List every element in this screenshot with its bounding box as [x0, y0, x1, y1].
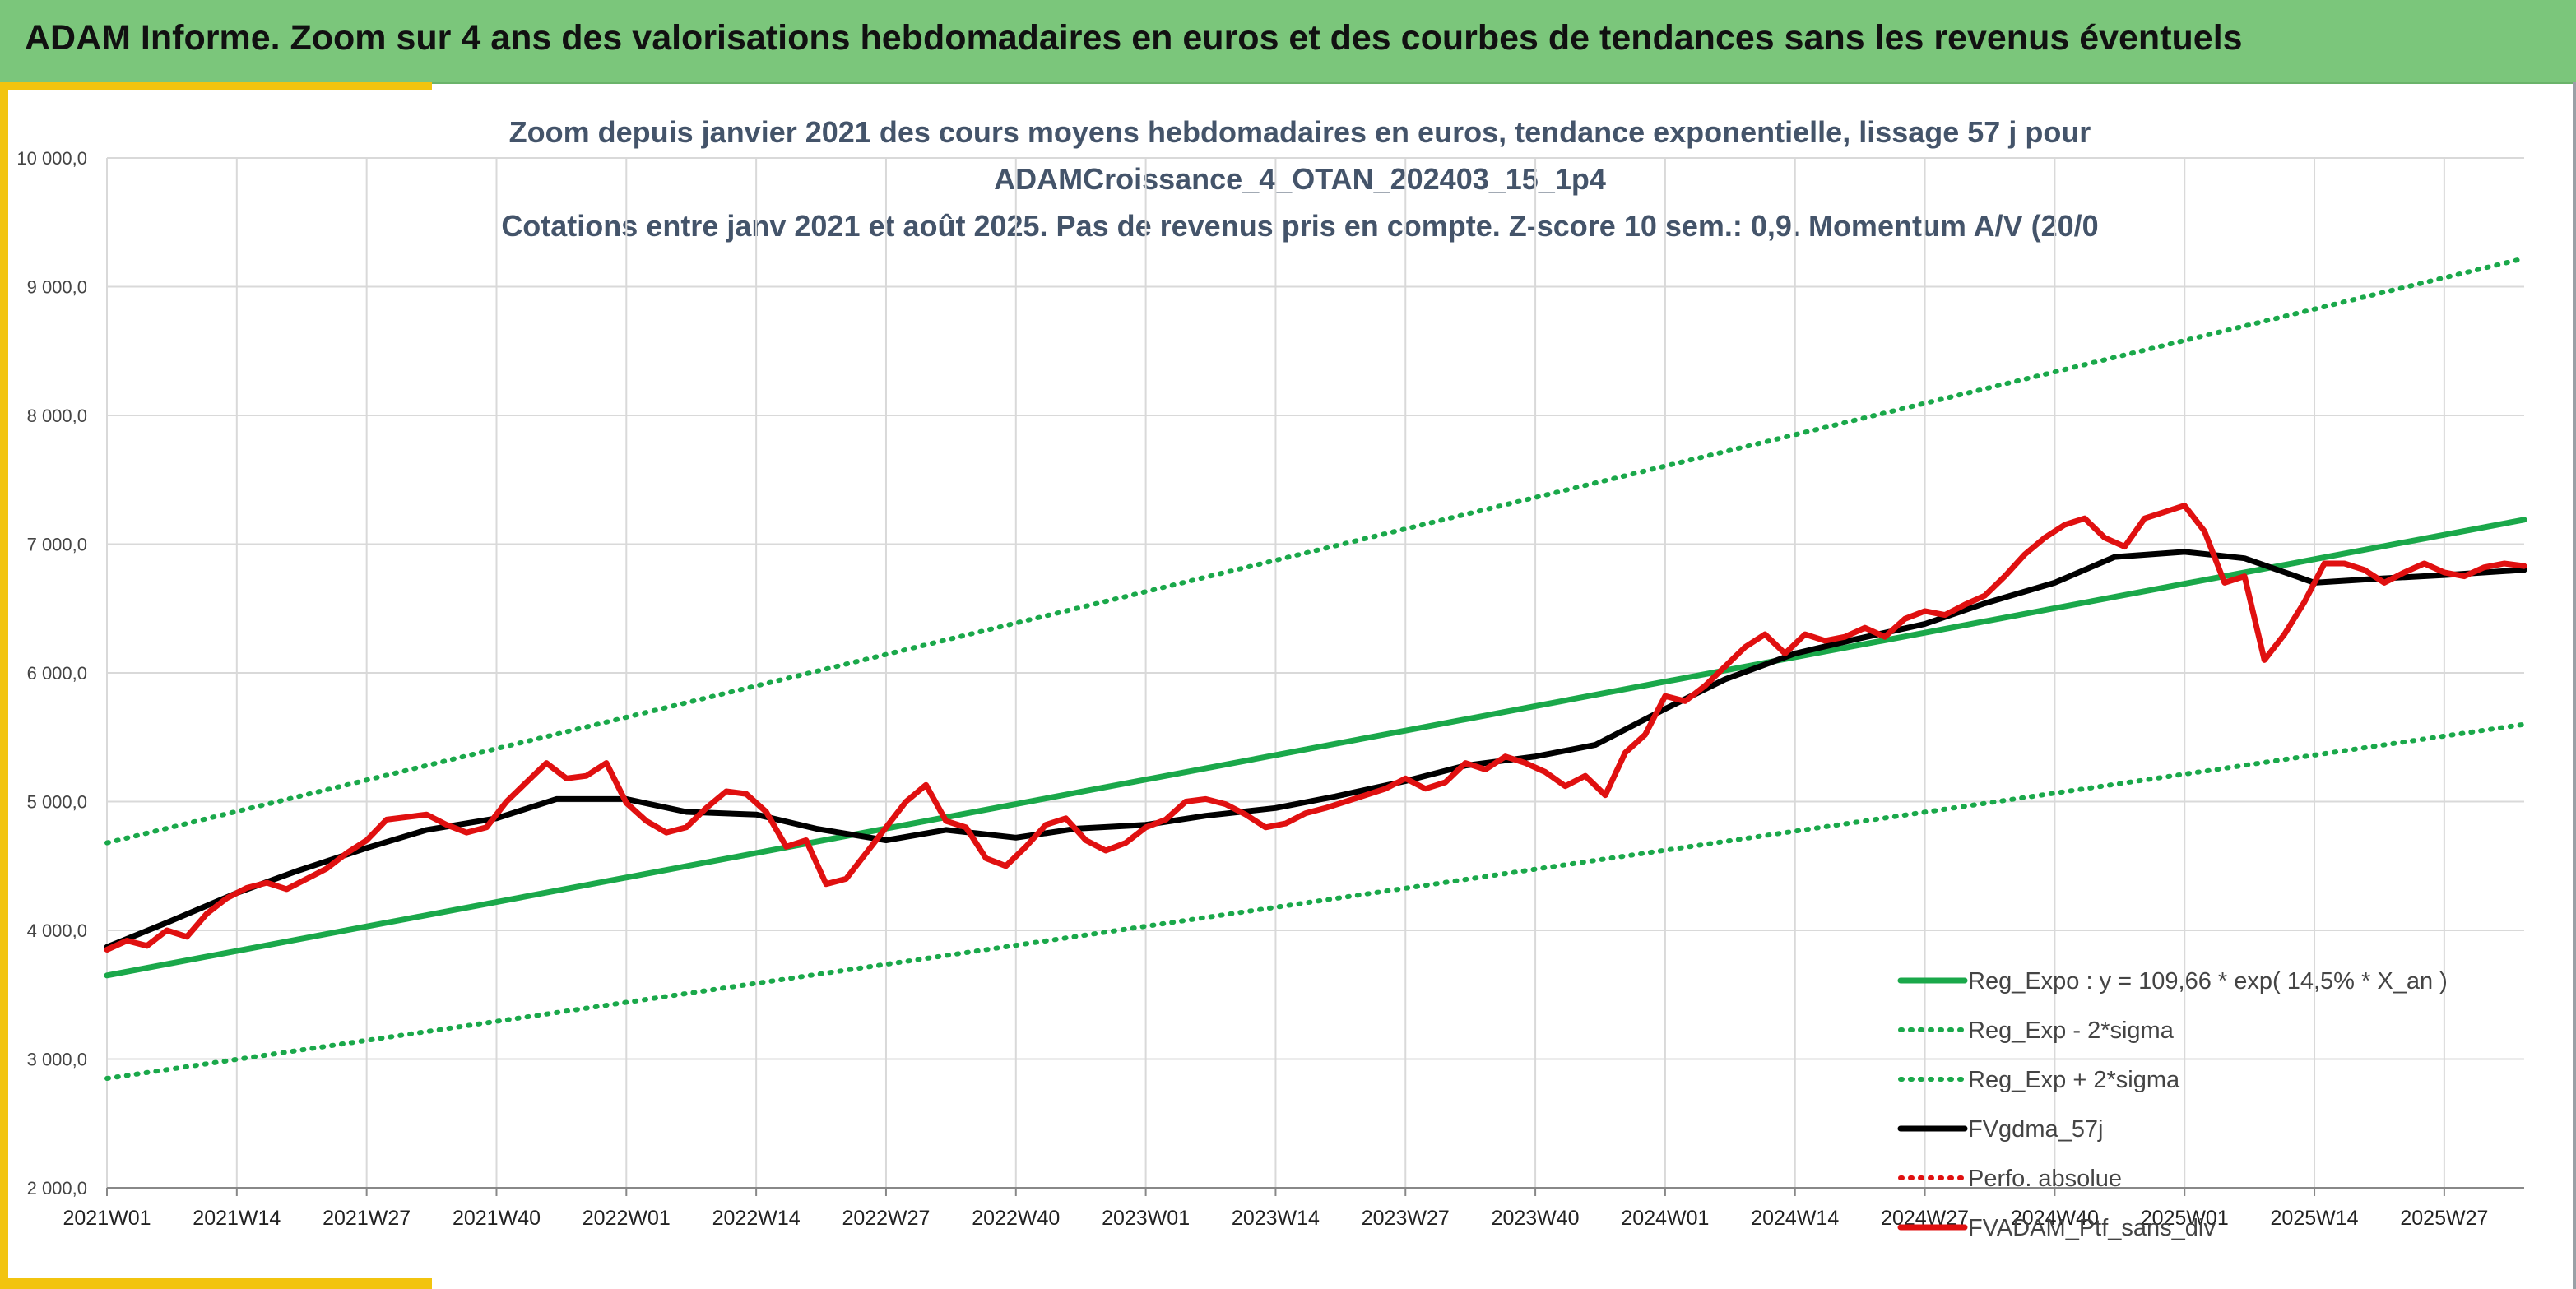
- banner-title: ADAM Informe. Zoom sur 4 ans des valoris…: [25, 18, 2243, 58]
- x-tick-label: 2022W40: [972, 1207, 1060, 1230]
- grid: [106, 157, 2524, 1189]
- accent-stripe-bottom: [0, 1278, 432, 1289]
- x-tick-label: 2024W14: [1751, 1207, 1839, 1230]
- y-tick-label: 2 000,0: [27, 1178, 87, 1199]
- series-line-1: [104, 721, 2527, 1081]
- x-tick-label: 2023W40: [1492, 1207, 1580, 1230]
- x-tick-label: 2024W01: [1621, 1207, 1709, 1230]
- chart-title: Zoom depuis janvier 2021 des cours moyen…: [501, 115, 2098, 243]
- series-line-3: [104, 549, 2527, 950]
- x-tick-label: 2022W14: [712, 1207, 801, 1230]
- y-tick-label: 10 000,0: [16, 148, 87, 169]
- chart-svg: Zoom depuis janvier 2021 des cours moyen…: [16, 115, 2527, 1241]
- x-tick-label: 2023W27: [1362, 1207, 1450, 1230]
- x-tick-label: 2023W14: [1232, 1207, 1320, 1230]
- y-tick-label: 4 000,0: [27, 920, 87, 941]
- title-banner: ADAM Informe. Zoom sur 4 ans des valoris…: [0, 0, 2576, 84]
- legend-label: FVgdma_57j: [1968, 1116, 2103, 1143]
- y-tick-label: 3 000,0: [27, 1050, 87, 1070]
- x-tick-label: 2021W27: [323, 1207, 411, 1230]
- legend-label: Perfo. absolue: [1968, 1166, 2122, 1192]
- y-tick-label: 9 000,0: [27, 277, 87, 298]
- x-tick-label: 2022W01: [583, 1207, 671, 1230]
- y-tick-label: 7 000,0: [27, 535, 87, 555]
- chart-title-line-1: Zoom depuis janvier 2021 des cours moyen…: [509, 115, 2091, 149]
- x-tick-label: 2025W01: [2141, 1207, 2229, 1230]
- x-tick-label: 2024W40: [2011, 1207, 2099, 1230]
- x-tick-label: 2021W40: [453, 1207, 541, 1230]
- x-tick-label: 2025W27: [2400, 1207, 2488, 1230]
- x-tick-label: 2022W27: [842, 1207, 930, 1230]
- legend-label: Reg_Expo : y = 109,66 * exp( 14,5% * X_a…: [1968, 968, 2448, 995]
- frame-border-right: [2573, 82, 2576, 1289]
- accent-stripe-top: [0, 82, 432, 90]
- series-line-0: [104, 517, 2527, 979]
- x-tick-label: 2023W01: [1102, 1207, 1190, 1230]
- x-tick-label: 2021W14: [193, 1207, 281, 1230]
- x-tick-label: 2021W01: [63, 1207, 151, 1230]
- y-tick-label: 5 000,0: [27, 792, 87, 813]
- series-line-5: [104, 503, 2527, 953]
- legend-label: FVADAM_Ptf_sans_div: [1968, 1215, 2216, 1241]
- chart-title-line-3: Cotations entre janv 2021 et août 2025. …: [501, 209, 2098, 243]
- y-tick-label: 6 000,0: [27, 663, 87, 684]
- accent-stripe-left: [0, 82, 8, 1289]
- chart-title-line-2: ADAMCroissance_4_OTAN_202403_15_1p4: [994, 162, 1606, 196]
- y-tick-label: 8 000,0: [27, 406, 87, 426]
- x-tick-label: 2025W14: [2271, 1207, 2359, 1230]
- y-axis: 2 000,0 3 000,0 4 000,0 5 000,0 6 000,0 7 000…: [16, 148, 87, 1199]
- legend: Reg_Expo : y = 109,66 * exp( 14,5% * X_a…: [1897, 968, 2448, 1241]
- x-axis: 2021W01 2021W14 2021W27 2021W40 2022W01 2022W…: [63, 1187, 2524, 1230]
- legend-label: Reg_Exp + 2*sigma: [1968, 1067, 2180, 1093]
- series-layer: [104, 256, 2527, 1081]
- series-line-2: [104, 256, 2527, 846]
- legend-label: Reg_Exp - 2*sigma: [1968, 1018, 2175, 1044]
